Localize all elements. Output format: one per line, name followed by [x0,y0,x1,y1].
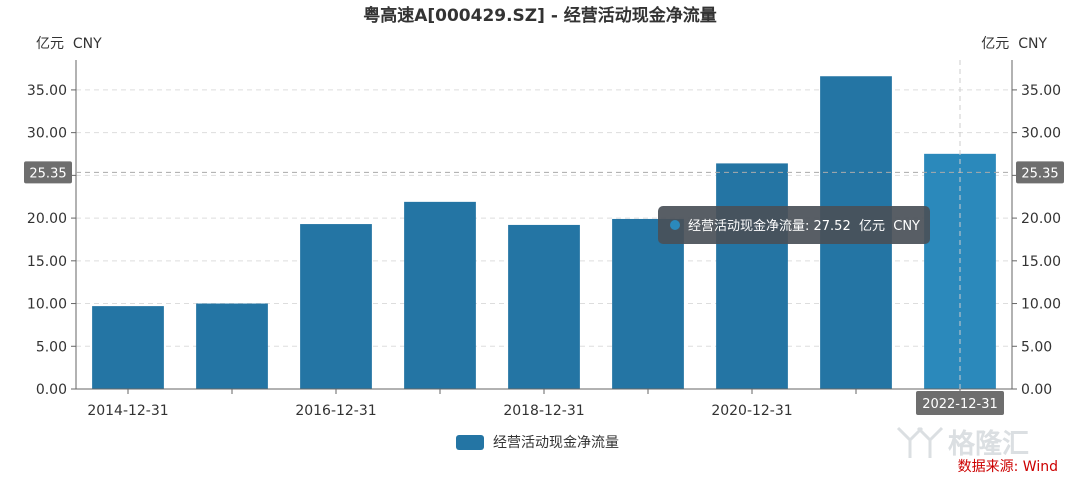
x-tick-label: 2020-12-31 [711,403,792,419]
legend-swatch [456,435,484,450]
y-tick-label-left: 10.00 [27,297,67,313]
watermark-logo-icon [896,426,944,458]
axes: 0.00 0.00 5.00 5.00 10.00 10.00 15.00 15.00 20.0… [27,60,1061,419]
y-tick-label-right: 20.00 [1021,211,1061,227]
bar[interactable] [612,218,684,389]
crosshair-y-label-right-bg [1016,161,1064,184]
tooltip-text: 经营活动现金净流量: 27.52 亿元 CNY [688,218,920,234]
bar[interactable] [92,306,164,389]
y-tick-label-left: 20.00 [27,211,67,227]
crosshair-x-label: 2022-12-31 [922,397,998,412]
watermark-text: 格隆汇 [948,429,1029,460]
bar[interactable] [508,224,580,389]
x-tick-label: 2016-12-31 [295,403,376,419]
x-tick-label: 2014-12-31 [87,403,168,419]
source-note: 数据来源: Wind [958,459,1058,475]
crosshair-y-label-right: 25.35 [1021,166,1058,181]
tooltip-box [658,206,930,244]
legend-label: 经营活动现金净流量 [493,435,619,451]
y-tick-label-left: 35.00 [27,83,67,99]
y-axis-label-left: 亿元 CNY [36,36,102,52]
watermark: 格隆汇 [896,426,1029,460]
tooltip-overlay: 25.35 25.35 2022-12-31 经营活动现金净流量: 27.52 亿元 … [24,60,1064,415]
bar[interactable] [300,224,372,389]
bar[interactable] [716,163,788,389]
y-tick-label-left: 5.00 [36,339,67,355]
bar[interactable] [196,303,268,389]
y-tick-label-right: 0.00 [1021,382,1052,398]
chart-title: 粤高速A[000429.SZ] - 经营活动现金净流量 [363,5,717,26]
y-tick-label-left: 30.00 [27,126,67,142]
y-tick-label-right: 15.00 [1021,254,1061,270]
tooltip-marker [670,220,680,230]
x-tick-label: 2018-12-31 [503,403,584,419]
y-tick-label-right: 30.00 [1021,126,1061,142]
legend[interactable]: 经营活动现金净流量 [456,435,619,451]
crosshair-x-label-bg [916,391,1004,415]
crosshair-y-label-left-bg [24,161,72,184]
y-tick-label-left: 15.00 [27,254,67,270]
y-tick-label-right: 35.00 [1021,83,1061,99]
y-tick-label-right: 10.00 [1021,297,1061,313]
y-tick-label-right: 5.00 [1021,339,1052,355]
crosshair-y-label-left: 25.35 [29,166,66,181]
y-axis-label-right: 亿元 CNY [981,36,1047,52]
bar[interactable] [404,201,476,389]
y-tick-label-left: 0.00 [36,382,67,398]
